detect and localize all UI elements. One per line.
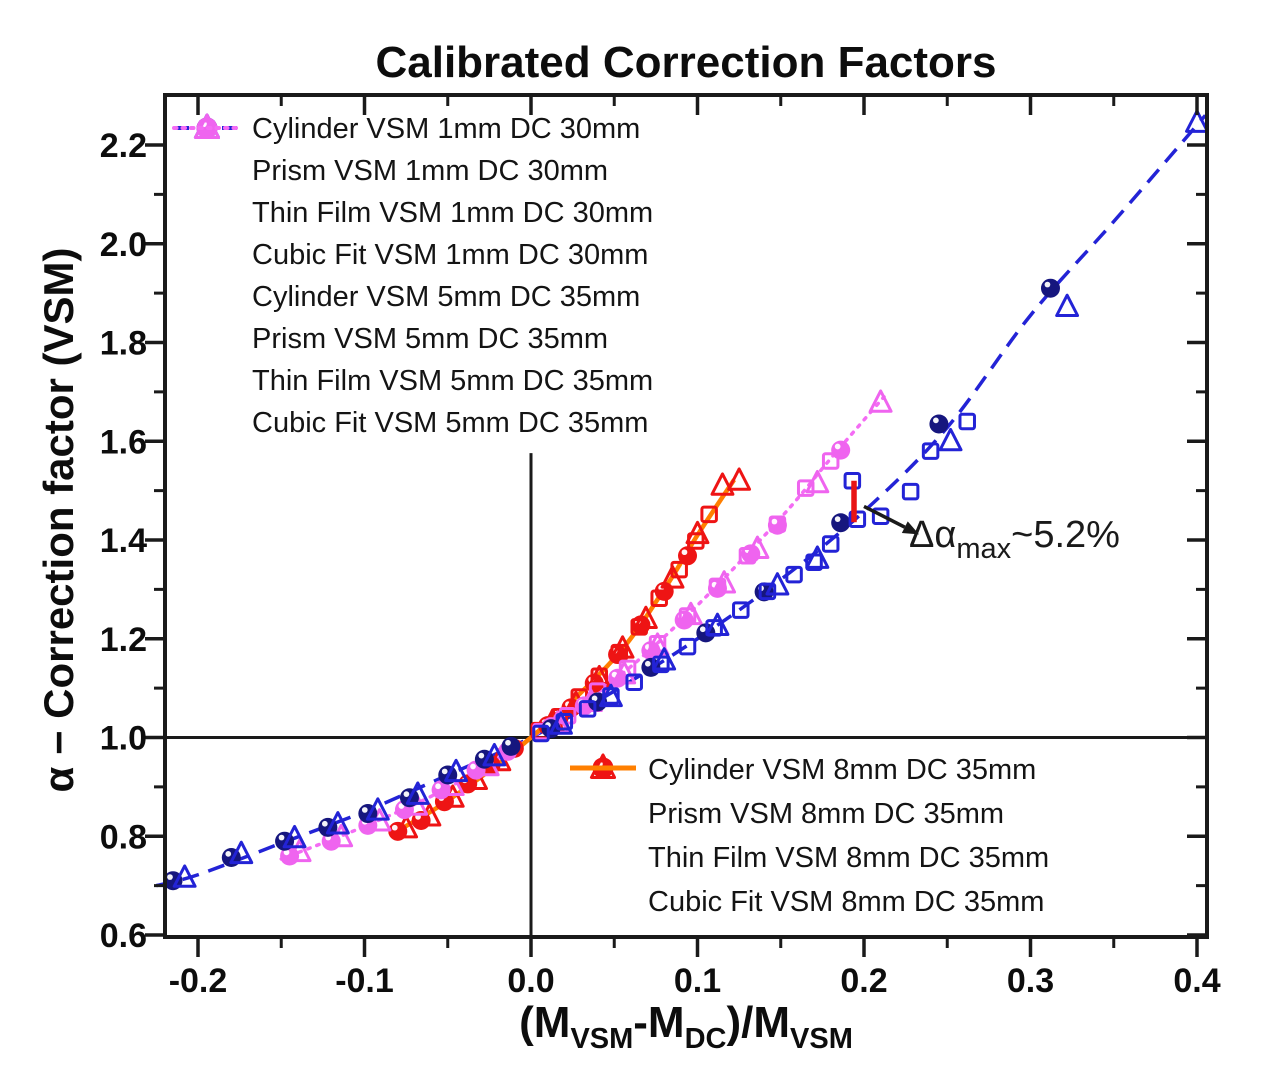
y-tick-label: 0.6 (100, 917, 147, 955)
line-dotted-legend-icon (172, 126, 242, 130)
legend-label: Cylinder VSM 5mm DC 35mm (252, 280, 641, 313)
y-tick-label: 1.0 (100, 720, 147, 758)
x-tick-label: 0.2 (840, 962, 887, 1000)
legend-top-left: Cylinder VSM 1mm DC 30mm Prism VSM 1mm DC… (171, 108, 653, 444)
x-tick-label: -0.2 (169, 962, 228, 1000)
legend-item-bottom-0: Cylinder VSM 8mm DC 35mm (567, 748, 1049, 792)
legend-label: Thin Film VSM 5mm DC 35mm (252, 364, 654, 397)
y-tick-label: 1.4 (100, 522, 147, 560)
x-axis-label-subscript: VSM (790, 1023, 853, 1055)
legend-label: Cylinder VSM 8mm DC 35mm (648, 753, 1037, 786)
x-axis-label-part: -M (633, 998, 685, 1047)
legend-marker (171, 113, 243, 359)
annotation-arrow (851, 480, 920, 535)
legend-marker (171, 113, 243, 191)
legend-label: Thin Film VSM 8mm DC 35mm (648, 841, 1050, 874)
annotation-delta-alpha-max: Δαmax~5.2% (909, 514, 1120, 565)
fit-line-cubicfit-vsm-1mm (155, 114, 1207, 888)
annotation-text: Δα (909, 514, 957, 556)
series-thinfilm-vsm-1mm (532, 412, 976, 743)
y-tick-label: 1.2 (100, 621, 147, 659)
y-tick-label: 1.8 (100, 325, 147, 363)
legend-label: Cubic Fit VSM 1mm DC 30mm (252, 238, 649, 271)
legend-bottom-right: Cylinder VSM 8mm DC 35mm Prism VSM 8mm DC… (567, 748, 1049, 924)
y-tick-label: 2.0 (100, 226, 147, 264)
legend-item-top-4: Cylinder VSM 5mm DC 35mm (171, 117, 653, 318)
series-prism-vsm-8mm (394, 467, 752, 839)
x-axis-label-part: (M (519, 998, 571, 1047)
reference-lines (165, 453, 1207, 937)
legend-marker (567, 759, 639, 878)
x-axis-label-subscript: VSM (570, 1023, 634, 1055)
annotation-subscript: max (956, 533, 1012, 565)
legend-item-top-7: Cubic Fit VSM 5mm DC 35mm (171, 126, 653, 444)
legend-marker (171, 119, 243, 233)
legend-item-bottom-1: Prism VSM 8mm DC 35mm (567, 753, 1049, 836)
legend-marker (567, 765, 639, 922)
legend-marker (567, 753, 639, 834)
legend-label: Prism VSM 8mm DC 35mm (648, 797, 1005, 830)
line-solid-legend-icon (570, 765, 636, 771)
x-axis-label-part: )/M (726, 998, 791, 1047)
x-tick-label: 0.1 (674, 962, 721, 1000)
x-tick-label: -0.1 (335, 962, 394, 1000)
legend-item-top-0: Cylinder VSM 1mm DC 30mm (171, 108, 653, 150)
legend-label: Prism VSM 1mm DC 30mm (252, 154, 609, 187)
legend-item-top-1: Prism VSM 1mm DC 30mm (171, 113, 653, 192)
legend-marker (171, 117, 243, 317)
annotation-text: ~5.2% (1011, 514, 1120, 556)
legend-label: Cylinder VSM 1mm DC 30mm (252, 112, 641, 145)
x-axis-label-subscript: DC (684, 1023, 727, 1055)
legend-item-top-6: Thin Film VSM 5mm DC 35mm (171, 119, 654, 402)
legend-marker (171, 126, 243, 443)
legend-label: Prism VSM 5mm DC 35mm (252, 322, 609, 355)
y-tick-label: 0.8 (100, 818, 147, 856)
legend-label: Thin Film VSM 1mm DC 30mm (252, 196, 654, 229)
x-tick-label: 0.3 (1007, 962, 1054, 1000)
legend-label: Cubic Fit VSM 5mm DC 35mm (252, 406, 649, 439)
legend-item-top-2: Thin Film VSM 1mm DC 30mm (171, 119, 654, 234)
y-axis-label: α − Correction factor (VSM) (35, 247, 82, 793)
legend-marker (171, 126, 243, 275)
y-tick-label: 1.6 (100, 423, 147, 461)
chart-title: Calibrated Correction Factors (375, 38, 997, 87)
x-tick-label: 0.0 (507, 962, 554, 1000)
legend-item-top-5: Prism VSM 5mm DC 35mm (171, 113, 653, 360)
x-axis-label: (MVSM-MDC)/MVSM (165, 998, 1207, 1055)
y-tick-label: 2.2 (100, 127, 147, 165)
axes-frame: -0.2 -0.1 0.0 0.1 0.2 0.3 0.4 0.6 0.8 1.0 1.2 1.4 1.… (100, 93, 1221, 1000)
legend-item-bottom-3: Cubic Fit VSM 8mm DC 35mm (567, 765, 1049, 924)
legend-item-bottom-2: Thin Film VSM 8mm DC 35mm (567, 759, 1050, 880)
x-tick-label: 0.4 (1173, 962, 1220, 1000)
legend-label: Cubic Fit VSM 8mm DC 35mm (648, 885, 1045, 918)
legend-item-top-3: Cubic Fit VSM 1mm DC 30mm (171, 126, 653, 276)
legend-marker (171, 119, 243, 401)
